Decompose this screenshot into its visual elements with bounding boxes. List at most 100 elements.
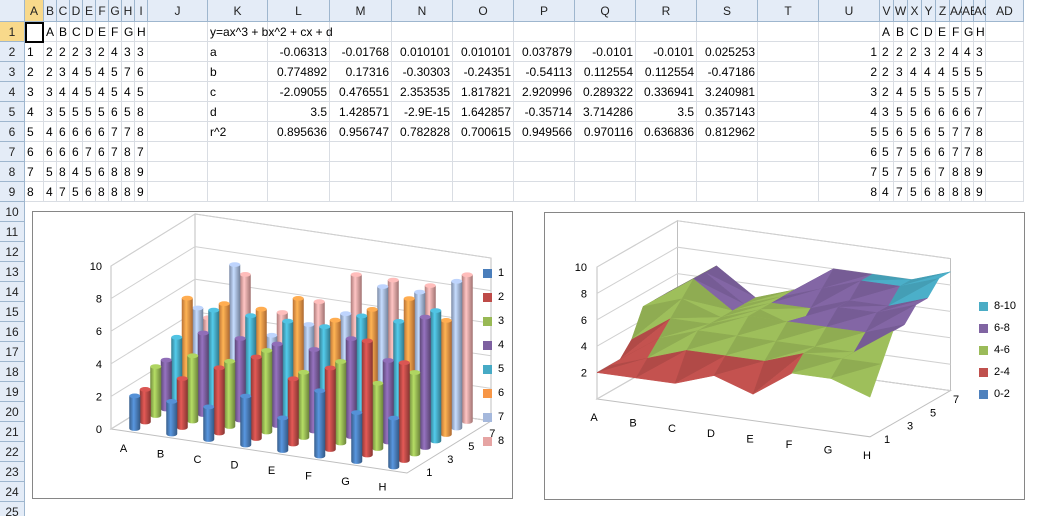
cell[interactable] <box>575 182 636 202</box>
column-header-ab[interactable]: AB <box>962 0 978 22</box>
right-data-cell[interactable]: 9 <box>974 162 986 182</box>
cell[interactable] <box>986 182 1024 202</box>
coef-value-cell[interactable]: 2.920996 <box>514 82 575 102</box>
right-header-cell[interactable]: D <box>922 22 936 42</box>
right-data-cell[interactable]: 5 <box>894 102 908 122</box>
right-header-cell[interactable]: H <box>974 22 986 42</box>
row-header-2[interactable]: 2 <box>0 42 25 62</box>
cell[interactable] <box>208 182 268 202</box>
left-data-cell[interactable]: 1 <box>25 42 44 62</box>
column-header-d[interactable]: D <box>70 0 83 22</box>
cylinder-bar[interactable] <box>224 358 236 429</box>
cell[interactable] <box>819 22 880 42</box>
cell[interactable] <box>330 162 392 182</box>
column-header-x[interactable]: X <box>908 0 922 22</box>
coef-value-cell[interactable]: -0.0101 <box>575 42 636 62</box>
cylinder-bar[interactable] <box>240 393 252 448</box>
left-data-cell[interactable]: 6 <box>135 62 148 82</box>
cylinder-bar[interactable] <box>324 365 336 452</box>
left-data-cell[interactable]: 5 <box>70 102 83 122</box>
cell[interactable] <box>758 102 819 122</box>
coef-value-cell[interactable]: 3.5 <box>268 102 330 122</box>
right-data-cell[interactable]: 4 <box>962 42 974 62</box>
right-data-cell[interactable]: 4 <box>894 82 908 102</box>
right-data-cell[interactable]: 8 <box>962 182 974 202</box>
coef-value-cell[interactable]: 0.774892 <box>268 62 330 82</box>
cell[interactable] <box>697 142 758 162</box>
coef-value-cell[interactable]: 0.112554 <box>575 62 636 82</box>
coef-value-cell[interactable]: 0.010101 <box>392 42 453 62</box>
right-data-cell[interactable]: 7 <box>819 162 880 182</box>
cylinder-bar[interactable] <box>361 338 373 458</box>
right-data-cell[interactable]: 6 <box>819 142 880 162</box>
left-data-cell[interactable]: 6 <box>44 142 57 162</box>
right-data-cell[interactable]: 4 <box>880 182 894 202</box>
column-header-aa[interactable]: AA <box>950 0 966 22</box>
coef-value-cell[interactable]: 3.5 <box>636 102 697 122</box>
left-data-cell[interactable]: 8 <box>135 102 148 122</box>
cylinder-bar[interactable] <box>187 353 199 424</box>
column-header-p[interactable]: P <box>514 0 575 22</box>
right-data-cell[interactable]: 5 <box>880 162 894 182</box>
coef-value-cell[interactable]: 0.895636 <box>268 122 330 142</box>
column-header-ad[interactable]: AD <box>986 0 1024 22</box>
cell[interactable] <box>575 162 636 182</box>
left-data-cell[interactable]: 4 <box>57 82 70 102</box>
cell[interactable] <box>514 182 575 202</box>
legend-item[interactable]: 1 <box>483 266 504 280</box>
right-data-cell[interactable]: 5 <box>880 122 894 142</box>
cell[interactable] <box>148 62 208 82</box>
right-data-cell[interactable]: 2 <box>908 42 922 62</box>
left-data-cell[interactable]: 3 <box>83 42 96 62</box>
row-header-21[interactable]: 21 <box>0 422 25 442</box>
coef-value-cell[interactable]: 0.112554 <box>636 62 697 82</box>
left-data-cell[interactable]: 5 <box>96 102 109 122</box>
right-data-cell[interactable]: 4 <box>922 62 936 82</box>
coef-value-cell[interactable]: 3.240981 <box>697 82 758 102</box>
column-header-i[interactable]: I <box>135 0 148 22</box>
cell[interactable] <box>758 122 819 142</box>
cylinder-bar[interactable] <box>139 387 151 425</box>
cell[interactable] <box>453 142 514 162</box>
left-data-cell[interactable]: 6 <box>96 142 109 162</box>
row-header-16[interactable]: 16 <box>0 322 25 342</box>
cell[interactable] <box>758 142 819 162</box>
cylinder-bar[interactable] <box>461 272 473 424</box>
row-header-7[interactable]: 7 <box>0 142 25 162</box>
right-data-cell[interactable]: 5 <box>936 122 950 142</box>
left-header-cell[interactable]: H <box>135 22 148 42</box>
left-data-cell[interactable]: 2 <box>70 42 83 62</box>
row-header-15[interactable]: 15 <box>0 302 25 322</box>
column-header-q[interactable]: Q <box>575 0 636 22</box>
left-data-cell[interactable]: 4 <box>44 182 57 202</box>
right-data-cell[interactable]: 5 <box>962 62 974 82</box>
right-data-cell[interactable]: 3 <box>922 42 936 62</box>
right-header-cell[interactable]: E <box>936 22 950 42</box>
left-header-cell[interactable]: E <box>96 22 109 42</box>
legend-item[interactable]: 6 <box>483 386 504 400</box>
right-data-cell[interactable]: 6 <box>936 142 950 162</box>
cell[interactable] <box>148 22 208 42</box>
right-data-cell[interactable]: 4 <box>950 42 962 62</box>
cylinder-bar[interactable] <box>430 308 442 444</box>
left-data-cell[interactable]: 5 <box>109 62 122 82</box>
right-data-cell[interactable]: 6 <box>922 142 936 162</box>
cell[interactable] <box>453 22 514 42</box>
left-data-cell[interactable]: 5 <box>135 82 148 102</box>
cell[interactable] <box>148 182 208 202</box>
coef-value-cell[interactable]: 0.357143 <box>697 102 758 122</box>
right-data-cell[interactable]: 7 <box>894 182 908 202</box>
left-data-cell[interactable]: 2 <box>96 42 109 62</box>
coef-label-cell[interactable]: b <box>208 62 268 82</box>
right-header-cell[interactable]: B <box>894 22 908 42</box>
column-header-c[interactable]: C <box>57 0 70 22</box>
cell[interactable] <box>514 22 575 42</box>
coef-value-cell[interactable]: 1.428571 <box>330 102 392 122</box>
cell[interactable] <box>268 162 330 182</box>
left-data-cell[interactable]: 5 <box>83 102 96 122</box>
right-data-cell[interactable]: 6 <box>894 122 908 142</box>
cell[interactable] <box>758 22 819 42</box>
cell[interactable] <box>575 142 636 162</box>
